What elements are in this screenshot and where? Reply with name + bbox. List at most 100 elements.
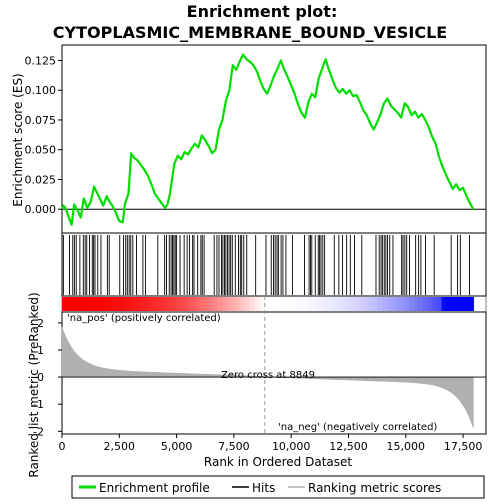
x-tick-label: 12,500 [329, 440, 368, 453]
gradient-segment [203, 297, 209, 311]
gradient-segment [377, 297, 383, 311]
legend-hits-label: Hits [252, 481, 275, 495]
es-y-tick-label: 0.075 [25, 114, 57, 127]
gradient-segment [71, 297, 77, 311]
gradient-segment [404, 297, 410, 311]
gradient-segment [368, 297, 374, 311]
gradient-segment [281, 297, 287, 311]
gradient-segment [391, 297, 397, 311]
gradient-segment [468, 297, 474, 311]
es-y-tick-label: 0.050 [25, 144, 57, 157]
gradient-segment [66, 297, 72, 311]
gradient-segment [304, 297, 310, 311]
pos-correlated-label: 'na_pos' (positively correlated) [67, 313, 221, 324]
gradient-segment [308, 297, 315, 311]
gradient-segment [84, 297, 91, 311]
gradient-segment [258, 297, 264, 311]
legend-metric-label: Ranking metric scores [308, 481, 441, 495]
metric-y-tick-label: 0 [37, 371, 44, 384]
gradient-segment [432, 297, 438, 311]
gradient-segment [180, 297, 187, 311]
gradient-segment [267, 297, 273, 311]
gradient-segment [395, 297, 401, 311]
gradient-segment [441, 297, 447, 311]
x-tick-label: 2,500 [104, 440, 136, 453]
gradient-segment [436, 297, 442, 311]
gradient-segment [185, 297, 191, 311]
gradient-segment [354, 297, 360, 311]
gradient-segment [135, 297, 141, 311]
gradient-segment [285, 297, 292, 311]
x-tick-label: 10,000 [272, 440, 311, 453]
gradient-segment [171, 297, 177, 311]
gradient-segment [400, 297, 406, 311]
gradient-segment [349, 297, 356, 311]
gradient-segment [418, 297, 424, 311]
gradient-segment [139, 297, 145, 311]
es-y-tick-label: 0.025 [25, 173, 57, 186]
gradient-segment [167, 297, 173, 311]
gradient-segment [322, 297, 328, 311]
gradient-segment [107, 297, 113, 311]
gradient-segment [221, 297, 228, 311]
gradient-segment [194, 297, 200, 311]
x-tick-label: 7,500 [218, 440, 250, 453]
gradient-segment [455, 297, 461, 311]
gradient-segment [199, 297, 205, 311]
gradient-segment [345, 297, 351, 311]
gradient-segment [372, 297, 378, 311]
zero-cross-label: Zero cross at 8849 [221, 370, 315, 381]
gradient-segment [153, 297, 159, 311]
gradient-segment [116, 297, 123, 311]
gradient-segment [253, 297, 260, 311]
gradient-segment [263, 297, 269, 311]
gradient-segment [276, 297, 283, 311]
gradient-segment [336, 297, 342, 311]
gradient-segment [317, 297, 324, 311]
gradient-segment [157, 297, 164, 311]
gradient-segment [148, 297, 155, 311]
gradient-segment [62, 297, 68, 311]
gradient-segment [464, 297, 470, 311]
gradient-segment [359, 297, 365, 311]
gradient-segment [445, 297, 452, 311]
gradient-segment [231, 297, 237, 311]
gradient-segment [112, 297, 118, 311]
gradient-segment [89, 297, 95, 311]
x-tick-label: 15,000 [387, 440, 426, 453]
hits-layer [62, 235, 470, 295]
gradient-segment [327, 297, 333, 311]
gradient-segment [94, 297, 100, 311]
gradient-segment [162, 297, 168, 311]
gradient-segment [272, 297, 278, 311]
gradient-segment [363, 297, 369, 311]
metric-y-axis-label: Ranked list metric (PreRanked) [27, 292, 41, 477]
es-y-tick-label: 0.100 [25, 84, 57, 97]
x-axis-label: Rank in Ordered Dataset [204, 455, 352, 469]
gradient-segment [240, 297, 246, 311]
gradient-segment [212, 297, 219, 311]
neg-correlated-label: 'na_neg' (negatively correlated) [278, 422, 437, 433]
chart-title-line1: Enrichment plot: [187, 2, 338, 21]
gradient-segment [299, 297, 305, 311]
gradient-segment [249, 297, 255, 311]
gradient-segment [381, 297, 388, 311]
es-y-tick-label: 0.125 [25, 54, 57, 67]
x-tick-label: 17,500 [444, 440, 483, 453]
es-y-tick-label: 0.000 [25, 203, 57, 216]
gradient-segment [331, 297, 337, 311]
gradient-segment [290, 297, 296, 311]
gradient-segment [98, 297, 104, 311]
gradient-segment [121, 297, 127, 311]
gradient-segment [340, 297, 346, 311]
x-tick-label: 5,000 [161, 440, 193, 453]
x-tick-label: 0 [59, 440, 66, 453]
gradient-segment [423, 297, 429, 311]
gradient-segment [176, 297, 182, 311]
gradient-segment [459, 297, 465, 311]
gradient-segment [295, 297, 301, 311]
gradient-segment [125, 297, 132, 311]
gradient-segment [75, 297, 81, 311]
